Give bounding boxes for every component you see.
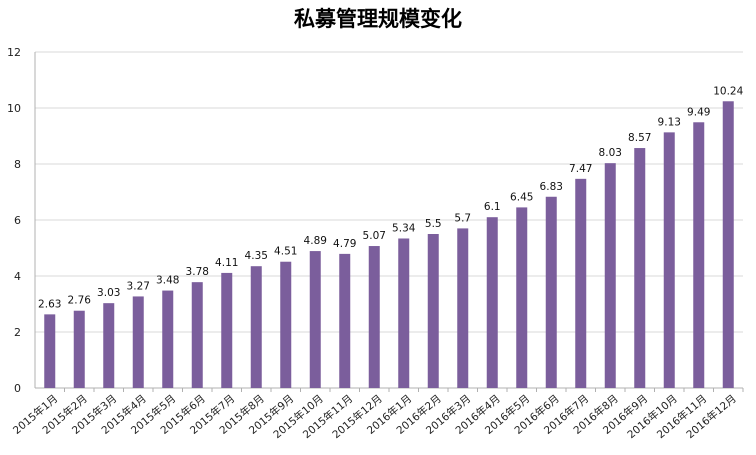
data-label: 6.1 bbox=[484, 201, 501, 213]
bar bbox=[486, 217, 498, 388]
bar bbox=[427, 234, 439, 388]
data-label: 2.76 bbox=[68, 295, 92, 307]
data-label: 3.78 bbox=[186, 266, 209, 278]
bar bbox=[368, 246, 380, 388]
bar bbox=[191, 282, 203, 388]
bar bbox=[280, 261, 292, 388]
x-tick-label: 2016年11月 bbox=[654, 392, 709, 441]
y-axis-ticks: 0 2 4 6 8 10 12 bbox=[7, 46, 21, 395]
bar bbox=[162, 290, 174, 388]
bar bbox=[457, 228, 469, 388]
bar bbox=[250, 266, 262, 388]
data-label: 4.79 bbox=[333, 238, 356, 250]
data-labels: 2.63 2.76 3.03 3.27 3.48 3.78 4.11 4.35 4.51 4.89… bbox=[38, 85, 744, 310]
bar bbox=[398, 238, 410, 388]
x-tick-label: 2015年10月 bbox=[271, 392, 326, 441]
bar bbox=[604, 163, 616, 388]
data-label: 6.83 bbox=[540, 181, 563, 193]
y-tick-label: 8 bbox=[14, 158, 21, 171]
y-tick-label: 10 bbox=[7, 102, 21, 115]
x-tick-label: 2015年12月 bbox=[330, 392, 385, 441]
data-label: 4.89 bbox=[304, 235, 327, 247]
data-label: 5.34 bbox=[392, 222, 416, 234]
data-label: 10.24 bbox=[713, 85, 743, 97]
bar bbox=[73, 310, 85, 388]
bar bbox=[693, 122, 705, 388]
bar bbox=[545, 196, 557, 388]
x-axis-ticks: 2015年1月2015年2月2015年3月2015年4月2015年5月2015年… bbox=[10, 388, 744, 441]
gridlines bbox=[34, 51, 743, 389]
data-label: 4.35 bbox=[245, 250, 268, 262]
bar bbox=[339, 253, 351, 388]
data-label: 5.07 bbox=[363, 230, 386, 242]
data-label: 7.47 bbox=[569, 163, 592, 175]
bar bbox=[575, 178, 587, 388]
data-label: 3.27 bbox=[127, 280, 150, 292]
data-label: 6.45 bbox=[510, 191, 533, 203]
y-tick-label: 4 bbox=[14, 270, 21, 283]
bars bbox=[44, 101, 734, 388]
x-tick-label: 2015年11月 bbox=[300, 392, 355, 441]
bar bbox=[516, 207, 528, 388]
data-label: 5.5 bbox=[425, 218, 442, 230]
bar bbox=[132, 296, 144, 388]
bar bbox=[44, 314, 56, 388]
y-tick-label: 6 bbox=[14, 214, 21, 227]
x-tick-label: 2016年10月 bbox=[625, 392, 680, 441]
data-label: 3.48 bbox=[156, 275, 179, 287]
bar bbox=[103, 303, 115, 388]
y-tick-label: 12 bbox=[7, 46, 21, 59]
data-label: 2.63 bbox=[38, 298, 61, 310]
bar bbox=[722, 101, 734, 388]
chart-title: 私募管理规模变化 bbox=[294, 6, 462, 31]
data-label: 3.03 bbox=[97, 287, 120, 299]
data-label: 4.51 bbox=[274, 246, 297, 258]
data-label: 9.13 bbox=[658, 116, 681, 128]
y-tick-label: 0 bbox=[14, 382, 21, 395]
bar bbox=[309, 251, 321, 388]
bar bbox=[663, 132, 675, 388]
bar bbox=[634, 148, 646, 388]
data-label: 5.7 bbox=[454, 212, 471, 224]
data-label: 9.49 bbox=[687, 106, 710, 118]
y-tick-label: 2 bbox=[14, 326, 21, 339]
bar bbox=[221, 272, 233, 388]
data-label: 8.57 bbox=[628, 132, 651, 144]
data-label: 4.11 bbox=[215, 257, 238, 269]
x-tick-label: 2016年12月 bbox=[684, 392, 739, 441]
data-label: 8.03 bbox=[599, 147, 622, 159]
